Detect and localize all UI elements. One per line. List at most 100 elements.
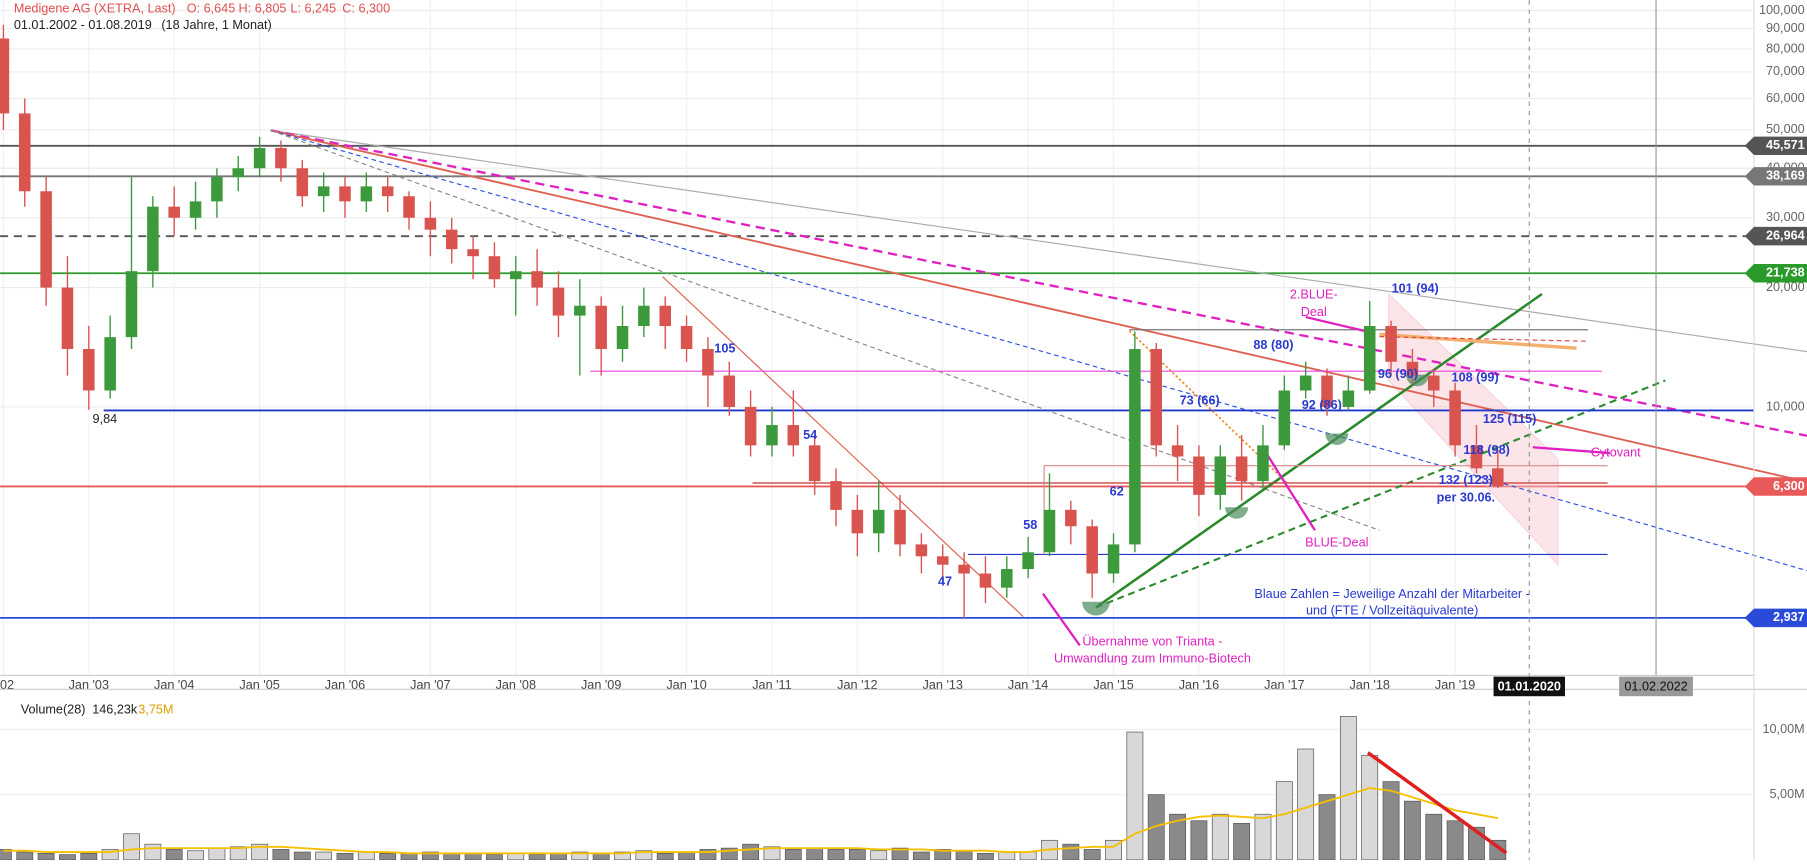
volume-bar: [998, 851, 1016, 861]
y-tick-label: 90,000: [1766, 21, 1805, 35]
candle-body: [168, 206, 180, 218]
annotation: 62: [1110, 485, 1124, 499]
volume-bar: [443, 852, 461, 861]
candle-body: [723, 375, 736, 407]
pointer: [1042, 592, 1081, 647]
x-tick-label: Jan '13: [923, 678, 963, 692]
annotation: 54: [803, 428, 817, 442]
candle-body: [1086, 526, 1098, 574]
annotation: 132 (123): [1439, 473, 1493, 487]
candle-body: [61, 287, 74, 350]
marker: [1405, 374, 1430, 387]
annotation: Cytovant: [1591, 445, 1641, 459]
candle-body: [40, 191, 52, 288]
candle-body: [403, 196, 415, 218]
volume-bar: [357, 851, 375, 861]
annotation: 118 (98): [1463, 443, 1509, 457]
candle-body: [211, 177, 223, 202]
volume-bar: [827, 849, 845, 861]
annotation: 125 (115): [1483, 412, 1536, 426]
y-tick-label: 50,000: [1766, 122, 1805, 136]
x-tick-label: 02: [0, 678, 14, 692]
candle-body: [702, 349, 714, 376]
annotation: 101 (94): [1392, 282, 1439, 296]
x-tick-label: Jan '19: [1435, 678, 1475, 692]
candle-body: [189, 201, 202, 218]
trendline: [662, 276, 1024, 618]
y-tick-label: 30,000: [1766, 210, 1805, 224]
volume-bar: [1019, 851, 1037, 861]
annotation: Blaue Zahlen = Jeweilige Anzahl der Mita…: [1254, 587, 1529, 601]
annotation: 9,84: [93, 412, 118, 426]
volume-bar: [656, 852, 674, 861]
level-label: 45,571: [1766, 138, 1805, 152]
x-tick-label: Jan '16: [1179, 678, 1219, 692]
trendline: [1379, 336, 1589, 342]
volume-bar: [592, 852, 610, 861]
volume-bar: [272, 849, 290, 861]
volume-bar: [977, 852, 994, 861]
volume-bar: [1190, 820, 1208, 861]
candle-body: [787, 425, 800, 446]
volume-bar: [59, 854, 76, 861]
marker: [1225, 507, 1249, 519]
candle-body: [1321, 375, 1333, 407]
x-tick-label: Jan '07: [410, 678, 450, 692]
candle-body: [104, 337, 116, 391]
candle-body: [19, 113, 31, 192]
volume-bar: [1083, 849, 1101, 861]
annotation: Deal: [1301, 305, 1327, 319]
annotation: 96 (90): [1378, 367, 1418, 381]
marker: [1325, 433, 1349, 445]
volume-bar: [16, 851, 34, 861]
level-box: [1744, 167, 1807, 186]
x-tick-label: Jan '04: [154, 678, 194, 692]
candle-body: [766, 425, 778, 446]
candle-body: [1150, 349, 1162, 446]
volume-bar: [1126, 731, 1144, 861]
annotation: 92 (86): [1302, 398, 1342, 412]
candle-body: [317, 186, 330, 197]
volume-bar: [144, 843, 162, 861]
x-tick-label: Jan '05: [239, 678, 279, 692]
y-tick-label: 20,000: [1766, 280, 1805, 294]
x-tick-label: Jan '09: [581, 678, 621, 692]
annotation: 2.BLUE-: [1290, 288, 1338, 302]
annotation: BLUE-Deal: [1305, 535, 1368, 549]
candle-body: [1001, 569, 1013, 588]
trendline: [270, 129, 1807, 483]
level-label: 6,300: [1773, 479, 1805, 493]
annotation: 88 (80): [1253, 338, 1293, 352]
candle-body: [381, 186, 394, 197]
trendline: [1379, 332, 1577, 350]
volume-bar: [208, 847, 226, 861]
candle-body: [680, 326, 693, 350]
candle-body: [1449, 390, 1461, 446]
candle-body: [275, 147, 287, 169]
candle-body: [1492, 468, 1504, 487]
candle-body: [744, 406, 757, 446]
volume-bar: [379, 852, 397, 861]
trendline: [1095, 292, 1543, 609]
ohlc: H: 6,805: [239, 2, 287, 16]
volume-bar: [528, 854, 546, 861]
date-marker: 01.02.2022: [1624, 679, 1687, 693]
ohlc: O: 6,645: [187, 2, 236, 16]
date-box: [1493, 676, 1565, 697]
pointer: [1532, 446, 1611, 455]
y-tick-label: 60,000: [1766, 91, 1805, 105]
volume-bar: [1254, 813, 1272, 861]
candle-body: [83, 349, 95, 391]
candle-body: [1342, 390, 1355, 407]
candle-body: [1107, 544, 1120, 574]
volume-bar: [336, 852, 354, 861]
candle-body: [1065, 509, 1077, 527]
volume-bar: [400, 852, 418, 861]
ohlc: L: 6,245: [290, 2, 336, 16]
annotation: Übernahme von Trianta -: [1082, 634, 1222, 648]
candle-body: [510, 271, 522, 280]
x-tick-label: Jan '15: [1093, 678, 1133, 692]
candle-body: [915, 544, 928, 557]
